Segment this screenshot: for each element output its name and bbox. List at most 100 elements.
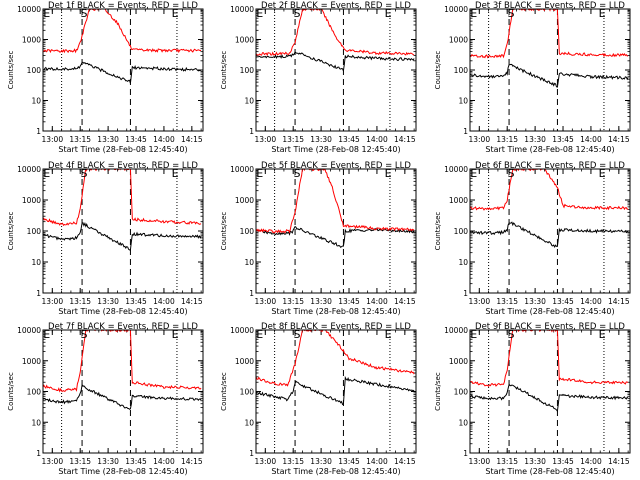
- x-tick-label: 13:00: [41, 297, 63, 306]
- x-tick-label: 13:15: [496, 135, 518, 144]
- lld-series-line: [43, 169, 202, 227]
- x-axis-label: Start Time (28-Feb-08 12:45:40): [485, 467, 614, 476]
- y-axis-label: Counts/sec: [220, 51, 228, 90]
- y-tick-label: 1000: [22, 357, 41, 366]
- panel-det-9: Det 9f BLACK = Events, RED = LLD Counts/s…: [434, 322, 631, 476]
- panel-title: Det 4f BLACK = Events, RED = LLD: [48, 161, 198, 171]
- panel-det-4: Det 4f BLACK = Events, RED = LLD Counts/s…: [7, 161, 204, 316]
- x-tick-label: 13:30: [310, 457, 332, 466]
- x-tick-label: 13:15: [282, 457, 304, 466]
- panel-det-5: Det 5f BLACK = Events, RED = LLD Counts/s…: [220, 161, 417, 316]
- series-group: [256, 9, 415, 73]
- y-tick-label: 10000: [444, 5, 468, 14]
- marker-s-label: S: [80, 7, 87, 20]
- x-tick-label: 14:00: [580, 457, 602, 466]
- marker-e-label: E: [43, 7, 50, 20]
- x-tick-label: 13:00: [254, 297, 276, 306]
- panel-det-2: Det 2f BLACK = Events, RED = LLD Counts/s…: [220, 1, 417, 154]
- plot-frame: [255, 8, 417, 132]
- y-tick-label: 100: [454, 388, 469, 397]
- panel-title: Det 1f BLACK = Events, RED = LLD: [48, 1, 198, 11]
- marker-s-label: S: [507, 328, 514, 341]
- x-axis-label: Start Time (28-Feb-08 12:45:40): [58, 467, 187, 476]
- x-tick-label: 14:00: [580, 297, 602, 306]
- x-tick-label: 14:00: [153, 135, 175, 144]
- marker-e-label: E: [256, 167, 263, 180]
- plot-frame: [42, 168, 204, 294]
- y-tick-label: 10: [458, 97, 468, 106]
- y-tick-label: 100: [240, 227, 255, 236]
- y-tick-label: 1: [463, 289, 468, 298]
- series-group: [256, 169, 415, 249]
- marker-e-label: E: [172, 328, 179, 341]
- panel-title: Det 6f BLACK = Events, RED = LLD: [475, 161, 625, 171]
- y-tick-label: 1: [36, 127, 41, 136]
- y-tick-label: 10: [458, 418, 468, 427]
- series-group: [43, 330, 202, 410]
- events-series-line: [470, 383, 629, 413]
- marker-e-label: E: [470, 167, 477, 180]
- y-axis-label: Counts/sec: [220, 212, 228, 251]
- x-tick-label: 14:15: [394, 457, 416, 466]
- lld-series-line: [256, 169, 415, 234]
- y-tick-label: 1000: [22, 196, 41, 205]
- x-axis-label: Start Time (28-Feb-08 12:45:40): [485, 307, 614, 316]
- x-tick-label: 13:30: [524, 135, 546, 144]
- x-axis-label: Start Time (28-Feb-08 12:45:40): [58, 145, 187, 154]
- marker-s-label: S: [293, 328, 300, 341]
- events-series-line: [256, 375, 415, 406]
- series-group: [43, 9, 202, 84]
- x-tick-label: 14:15: [608, 297, 630, 306]
- y-axis-label: Counts/sec: [434, 212, 442, 251]
- x-tick-label: 14:15: [608, 457, 630, 466]
- y-tick-label: 10000: [230, 5, 254, 14]
- lld-series-line: [256, 9, 415, 57]
- y-tick-label: 100: [27, 227, 42, 236]
- panel-det-1: Det 1f BLACK = Events, RED = LLD Counts/s…: [7, 1, 204, 154]
- x-tick-label: 14:15: [181, 135, 203, 144]
- y-tick-label: 1000: [235, 357, 254, 366]
- events-series-line: [43, 61, 202, 84]
- x-tick-label: 13:45: [552, 457, 574, 466]
- y-tick-label: 1000: [449, 36, 468, 45]
- y-tick-label: 1: [463, 449, 468, 458]
- x-tick-label: 13:15: [69, 135, 91, 144]
- y-tick-label: 1000: [449, 357, 468, 366]
- series-group: [256, 330, 415, 406]
- y-tick-label: 1: [36, 449, 41, 458]
- x-tick-label: 14:00: [153, 457, 175, 466]
- marker-s-label: S: [80, 328, 87, 341]
- x-tick-label: 13:00: [254, 135, 276, 144]
- lld-series-line: [43, 330, 202, 393]
- x-tick-label: 13:45: [125, 457, 147, 466]
- events-series-line: [470, 221, 629, 248]
- y-tick-label: 10000: [17, 5, 41, 14]
- y-tick-label: 10000: [17, 326, 41, 335]
- marker-e-label: E: [599, 328, 606, 341]
- y-tick-label: 100: [27, 388, 42, 397]
- x-tick-label: 13:30: [97, 297, 119, 306]
- x-tick-label: 14:15: [394, 297, 416, 306]
- y-tick-label: 1: [249, 449, 254, 458]
- x-tick-label: 13:45: [338, 135, 360, 144]
- panel-det-6: Det 6f BLACK = Events, RED = LLD Counts/s…: [434, 161, 631, 316]
- y-axis-label: Counts/sec: [7, 51, 15, 90]
- y-tick-label: 1000: [235, 196, 254, 205]
- x-tick-label: 13:30: [97, 135, 119, 144]
- x-tick-label: 13:30: [97, 457, 119, 466]
- y-tick-label: 1: [249, 127, 254, 136]
- x-tick-label: 13:45: [338, 457, 360, 466]
- panel-title: Det 7f BLACK = Events, RED = LLD: [48, 322, 198, 332]
- marker-e-label: E: [172, 7, 179, 20]
- y-tick-label: 10: [31, 418, 41, 427]
- y-tick-label: 1000: [22, 36, 41, 45]
- marker-e-label: E: [470, 328, 477, 341]
- x-tick-label: 13:45: [338, 297, 360, 306]
- marker-s-label: S: [293, 167, 300, 180]
- x-axis-label: Start Time (28-Feb-08 12:45:40): [485, 145, 614, 154]
- y-tick-label: 1: [36, 289, 41, 298]
- y-tick-label: 10: [244, 97, 254, 106]
- y-axis-label: Counts/sec: [434, 51, 442, 90]
- marker-e-label: E: [172, 167, 179, 180]
